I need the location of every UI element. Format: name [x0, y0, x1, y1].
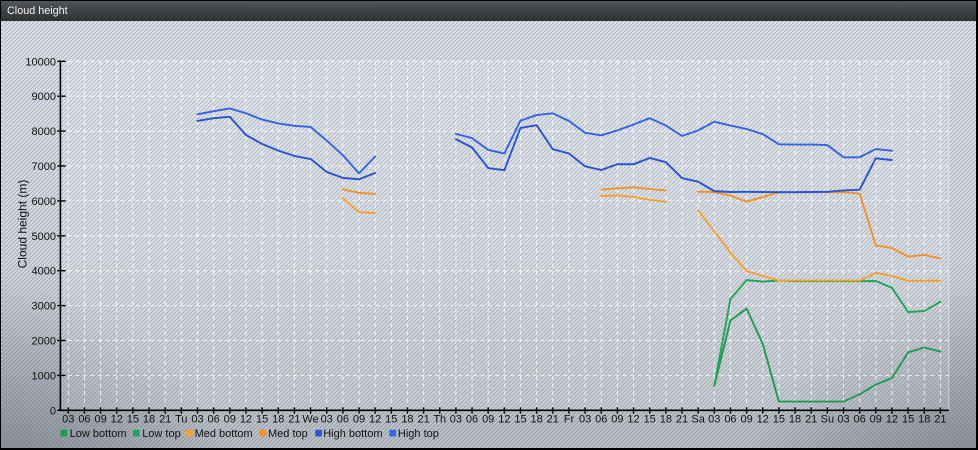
svg-text:6000: 6000 — [32, 196, 56, 208]
svg-text:18: 18 — [531, 414, 543, 426]
svg-text:21: 21 — [676, 414, 688, 426]
svg-text:0: 0 — [50, 405, 56, 417]
svg-text:3000: 3000 — [32, 301, 56, 313]
svg-text:2000: 2000 — [32, 336, 56, 348]
svg-text:4000: 4000 — [32, 266, 56, 278]
svg-text:15: 15 — [385, 414, 397, 426]
svg-text:Cloud height (m): Cloud height (m) — [16, 180, 30, 269]
svg-text:10000: 10000 — [25, 56, 56, 68]
svg-text:06: 06 — [466, 414, 478, 426]
svg-text:12: 12 — [627, 414, 639, 426]
svg-text:21: 21 — [805, 414, 817, 426]
svg-text:03: 03 — [62, 414, 74, 426]
svg-text:12: 12 — [886, 414, 898, 426]
svg-text:Low top: Low top — [142, 428, 181, 440]
svg-text:Fr: Fr — [564, 414, 575, 426]
svg-text:18: 18 — [272, 414, 284, 426]
svg-text:High bottom: High bottom — [323, 428, 382, 440]
svg-text:12: 12 — [111, 414, 123, 426]
svg-text:03: 03 — [579, 414, 591, 426]
svg-text:Su: Su — [821, 414, 834, 426]
svg-text:18: 18 — [401, 414, 413, 426]
svg-text:15: 15 — [514, 414, 526, 426]
svg-text:18: 18 — [660, 414, 672, 426]
svg-text:09: 09 — [611, 414, 623, 426]
svg-text:15: 15 — [127, 414, 139, 426]
svg-text:15: 15 — [902, 414, 914, 426]
svg-text:06: 06 — [337, 414, 349, 426]
svg-text:03: 03 — [450, 414, 462, 426]
svg-text:15: 15 — [644, 414, 656, 426]
svg-text:06: 06 — [854, 414, 866, 426]
svg-text:15: 15 — [256, 414, 268, 426]
svg-text:09: 09 — [94, 414, 106, 426]
svg-text:21: 21 — [288, 414, 300, 426]
svg-text:12: 12 — [498, 414, 510, 426]
svg-text:21: 21 — [547, 414, 559, 426]
svg-text:9000: 9000 — [32, 91, 56, 103]
svg-text:06: 06 — [78, 414, 90, 426]
svg-text:03: 03 — [191, 414, 203, 426]
svg-text:Th: Th — [433, 414, 446, 426]
svg-text:09: 09 — [482, 414, 494, 426]
svg-text:09: 09 — [870, 414, 882, 426]
svg-text:Sa: Sa — [691, 414, 705, 426]
svg-text:06: 06 — [595, 414, 607, 426]
svg-text:High top: High top — [398, 428, 439, 440]
svg-text:7000: 7000 — [32, 161, 56, 173]
svg-text:09: 09 — [740, 414, 752, 426]
svg-text:We: We — [302, 414, 318, 426]
svg-text:18: 18 — [789, 414, 801, 426]
svg-text:12: 12 — [757, 414, 769, 426]
svg-text:03: 03 — [837, 414, 849, 426]
svg-text:15: 15 — [773, 414, 785, 426]
svg-text:Low bottom: Low bottom — [70, 428, 127, 440]
svg-text:21: 21 — [934, 414, 946, 426]
svg-text:1000: 1000 — [32, 370, 56, 382]
svg-text:06: 06 — [208, 414, 220, 426]
svg-text:03: 03 — [321, 414, 333, 426]
svg-text:06: 06 — [724, 414, 736, 426]
svg-text:21: 21 — [417, 414, 429, 426]
svg-text:09: 09 — [353, 414, 365, 426]
svg-text:Med bottom: Med bottom — [195, 428, 253, 440]
svg-text:8000: 8000 — [32, 126, 56, 138]
svg-text:09: 09 — [224, 414, 236, 426]
svg-text:12: 12 — [369, 414, 381, 426]
svg-text:Tu: Tu — [175, 414, 187, 426]
svg-text:03: 03 — [708, 414, 720, 426]
svg-text:18: 18 — [143, 414, 155, 426]
svg-text:21: 21 — [159, 414, 171, 426]
svg-text:Med top: Med top — [268, 428, 308, 440]
svg-text:18: 18 — [918, 414, 930, 426]
svg-text:5000: 5000 — [32, 231, 56, 243]
svg-text:12: 12 — [240, 414, 252, 426]
